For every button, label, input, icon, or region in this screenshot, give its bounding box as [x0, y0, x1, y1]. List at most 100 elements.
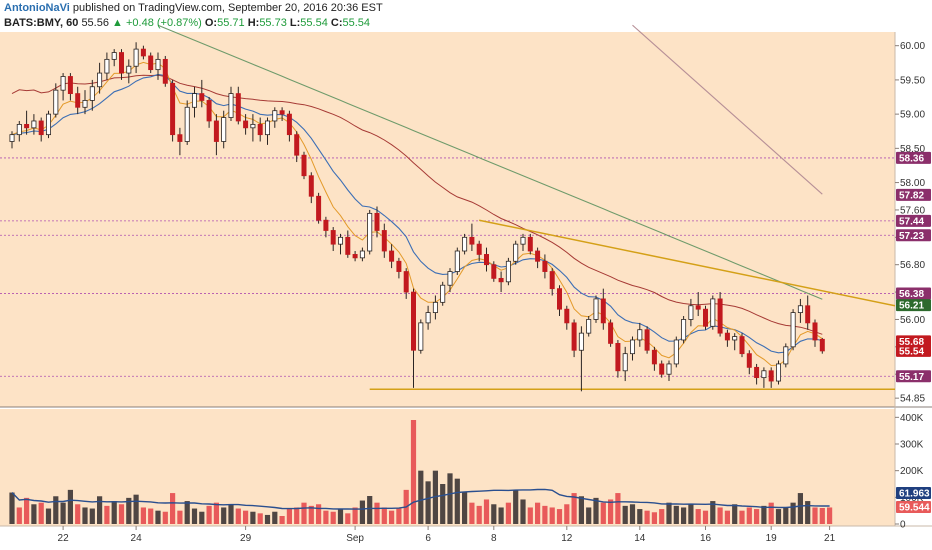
candle-body	[389, 250, 395, 262]
volume-ma-line	[11, 488, 830, 510]
volume-bar	[651, 512, 657, 524]
ma-purple-line	[632, 24, 823, 195]
time-tick-label: 16	[700, 533, 712, 544]
volume-bar	[155, 510, 161, 524]
price-tick-label: 59.50	[900, 75, 925, 86]
volume-bar	[359, 500, 365, 524]
candle-body	[323, 219, 329, 231]
volume-bar	[608, 499, 614, 524]
volume-bar	[476, 505, 482, 524]
candle-body	[31, 120, 37, 129]
price-tag-bg	[896, 229, 931, 242]
ma-tag-bg	[896, 299, 931, 312]
author-link[interactable]: AntonioNaVi	[4, 2, 70, 14]
horizontal-levels[interactable]	[0, 157, 895, 377]
candle-body	[148, 55, 154, 71]
candle-body	[739, 336, 745, 355]
volume-bar	[213, 502, 219, 524]
volume-ma-tag-bg	[896, 487, 931, 499]
volume-bar	[819, 508, 825, 524]
volume-bar	[535, 502, 541, 524]
candle-body	[608, 322, 614, 344]
volume-bar	[243, 510, 249, 524]
candle-body	[67, 76, 73, 94]
candle-body	[97, 72, 103, 88]
volume-bar	[67, 489, 73, 524]
price-pane[interactable]	[0, 32, 895, 407]
candle-body	[498, 277, 504, 283]
volume-bar	[38, 502, 44, 524]
volume-bar	[279, 516, 285, 524]
candle-body	[483, 254, 489, 266]
volume-bar	[352, 507, 358, 524]
candle-body	[703, 308, 709, 327]
time-tick-label: 6	[425, 533, 431, 544]
volume-bar	[571, 493, 577, 524]
volume-bar	[410, 420, 417, 524]
candle-body	[16, 123, 22, 136]
ma-tag: 56.21	[899, 301, 924, 312]
candle-body	[630, 339, 636, 355]
price-tag: 57.23	[899, 231, 924, 242]
candle-body	[119, 52, 125, 74]
candle-body	[520, 236, 526, 245]
candle-body	[301, 154, 307, 177]
candle-body	[447, 271, 453, 286]
volume-bars	[9, 420, 833, 524]
volume-bar	[367, 496, 373, 524]
candle-body	[717, 298, 723, 334]
trendlines[interactable]	[369, 219, 896, 391]
candle-body	[330, 230, 336, 245]
time-tick-label: 12	[561, 533, 573, 544]
candle-body	[425, 312, 431, 324]
price-tick-label: 58.50	[900, 144, 925, 155]
candle-body	[783, 346, 789, 365]
open-value: 55.71	[217, 17, 245, 29]
price-tag-bg	[896, 287, 931, 300]
volume-bar	[593, 497, 599, 524]
volume-tick-label: 300K	[900, 440, 924, 451]
candle-body	[352, 254, 358, 259]
candle-body	[527, 236, 533, 252]
volume-tag: 59.544	[899, 503, 930, 514]
price-tag: 58.36	[899, 153, 924, 164]
candle-body	[235, 93, 241, 122]
candle-body	[710, 298, 716, 327]
candle-body	[410, 291, 416, 351]
ma-green-line	[157, 24, 823, 300]
volume-bar	[432, 470, 438, 524]
symbol-name[interactable]: BATS:BMY, 60	[4, 17, 79, 29]
volume-bar	[797, 493, 803, 524]
volume-bar	[681, 507, 687, 524]
volume-bar	[206, 505, 212, 524]
candle-body	[746, 353, 752, 368]
candlesticks	[9, 42, 825, 392]
candle-body	[768, 370, 774, 382]
candle-body	[542, 260, 548, 272]
volume-bar	[761, 505, 767, 524]
candle-body	[308, 175, 314, 197]
candle-body	[82, 100, 88, 108]
candle-body	[177, 134, 183, 142]
volume-bar	[805, 501, 811, 524]
candle-body	[593, 298, 599, 320]
volume-bar	[177, 510, 183, 524]
volume-bar	[191, 508, 198, 524]
candle-body	[133, 48, 139, 67]
candle-body	[819, 338, 825, 352]
price-tick-label: 54.85	[900, 394, 925, 405]
candle-body	[316, 195, 322, 221]
high-label: H:	[247, 17, 260, 29]
candle-body	[440, 284, 446, 303]
volume-bar	[316, 504, 322, 524]
price-tag: 55.54	[899, 346, 924, 357]
candle-body	[126, 65, 132, 74]
candle-body	[221, 117, 227, 142]
volume-bar	[162, 511, 168, 524]
candle-body	[659, 363, 665, 375]
volume-bar	[827, 507, 833, 524]
candle-body	[191, 93, 197, 108]
candle-body	[622, 353, 628, 372]
